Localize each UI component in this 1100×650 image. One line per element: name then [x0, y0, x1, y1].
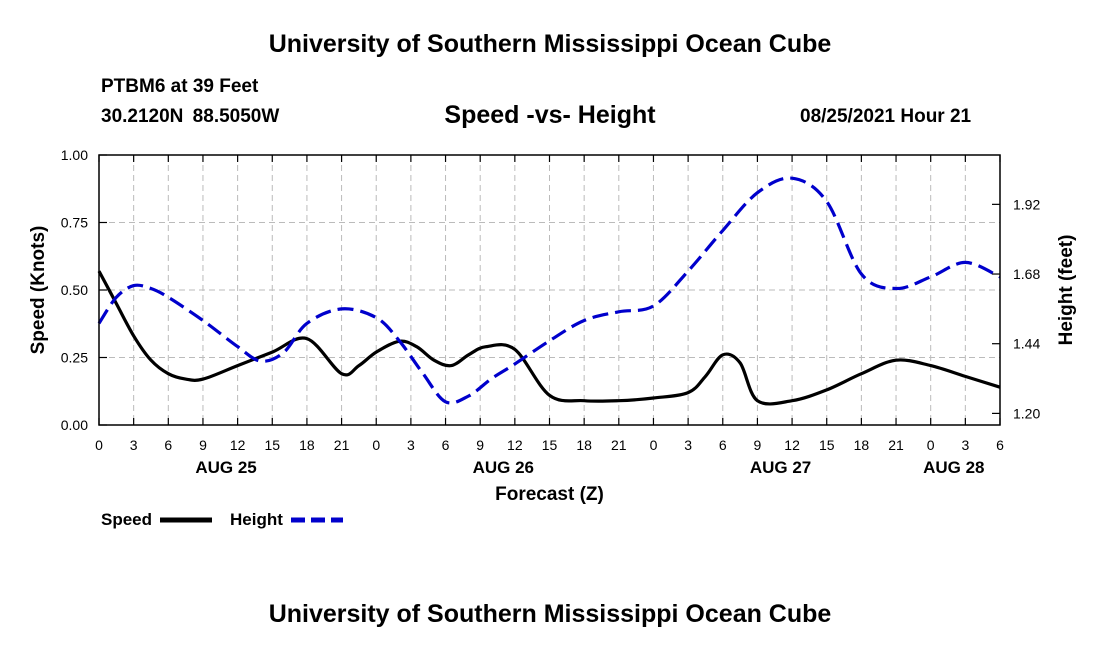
x-tick-label: 6	[996, 437, 1004, 453]
x-axis-label: Forecast (Z)	[495, 484, 604, 505]
x-day-label: AUG 26	[473, 458, 534, 477]
axis-ticks: 0 3 6 9 12 15 18 21 0 3 6 9 12 15 18 21 0 3 6 9 12 15 18 21 0 3 6A…	[61, 147, 1041, 477]
forecast-datetime: 08/25/2021 Hour 21	[800, 106, 972, 127]
x-tick-label: 18	[854, 437, 870, 453]
speed-height-chart: 0 3 6 9 12 15 18 21 0 3 6 9 12 15 18 21 0 3 6 9 12 15 18 21 0 3 6A…	[28, 147, 1077, 529]
x-tick-label: 6	[719, 437, 727, 453]
coordinates-label: 30.2120N 88.5050W	[101, 106, 280, 127]
x-tick-label: 15	[542, 437, 558, 453]
x-tick-label: 0	[927, 437, 935, 453]
x-tick-label: 12	[230, 437, 246, 453]
x-tick-label: 21	[888, 437, 904, 453]
grid-lines	[99, 155, 1000, 425]
y2-axis-label: Height (feet)	[1056, 235, 1077, 346]
x-tick-label: 18	[299, 437, 315, 453]
x-day-label: AUG 28	[923, 458, 984, 477]
y-axis-label: Speed (Knots)	[28, 226, 49, 355]
x-tick-label: 0	[650, 437, 658, 453]
x-day-label: AUG 27	[750, 458, 811, 477]
y-tick-label: 1.00	[61, 147, 88, 163]
x-tick-label: 3	[130, 437, 138, 453]
x-tick-label: 12	[507, 437, 523, 453]
page-title: University of Southern Mississippi Ocean…	[268, 30, 832, 58]
x-tick-label: 12	[784, 437, 800, 453]
x-tick-label: 6	[442, 437, 450, 453]
legend-label-height: Height	[230, 510, 283, 529]
y2-tick-label: 1.92	[1013, 196, 1040, 212]
y-tick-label: 0.50	[61, 282, 88, 298]
x-tick-label: 21	[334, 437, 350, 453]
series-line-height	[97, 176, 1001, 405]
x-tick-label: 6	[164, 437, 172, 453]
x-tick-label: 3	[961, 437, 969, 453]
series-lines	[97, 176, 1001, 406]
x-tick-label: 18	[576, 437, 592, 453]
x-tick-label: 21	[611, 437, 627, 453]
x-tick-label: 9	[199, 437, 207, 453]
y-tick-label: 0.00	[61, 417, 88, 433]
x-tick-label: 0	[372, 437, 380, 453]
y2-tick-label: 1.68	[1013, 266, 1040, 282]
chart-title: Speed -vs- Height	[444, 101, 656, 129]
y2-tick-label: 1.20	[1013, 405, 1040, 421]
footer-title: University of Southern Mississippi Ocean…	[268, 600, 832, 628]
x-tick-label: 9	[476, 437, 484, 453]
legend-label-speed: Speed	[101, 510, 152, 529]
legend: Speed Height	[101, 510, 343, 529]
y2-tick-label: 1.44	[1013, 336, 1040, 352]
x-tick-label: 15	[819, 437, 835, 453]
y-tick-label: 0.25	[61, 350, 88, 366]
x-tick-label: 15	[264, 437, 280, 453]
station-label: PTBM6 at 39 Feet	[101, 76, 259, 97]
x-tick-label: 3	[684, 437, 692, 453]
x-tick-label: 9	[754, 437, 762, 453]
y-tick-label: 0.75	[61, 215, 88, 231]
x-day-label: AUG 25	[195, 458, 256, 477]
series-line-speed	[97, 270, 1001, 406]
x-tick-label: 0	[95, 437, 103, 453]
x-tick-label: 3	[407, 437, 415, 453]
